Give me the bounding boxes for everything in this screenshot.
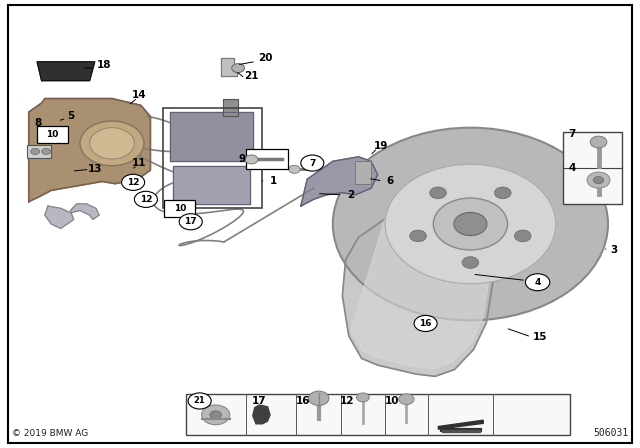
Circle shape — [80, 121, 144, 166]
Text: 21: 21 — [244, 71, 259, 81]
Polygon shape — [221, 58, 243, 76]
Circle shape — [462, 257, 479, 268]
Polygon shape — [29, 99, 150, 202]
Circle shape — [90, 128, 134, 159]
Polygon shape — [355, 161, 371, 184]
Text: 4: 4 — [534, 278, 541, 287]
Text: 17: 17 — [184, 217, 197, 226]
Text: 4: 4 — [568, 163, 576, 173]
Circle shape — [399, 394, 414, 405]
Text: 21: 21 — [194, 396, 205, 405]
Text: 16: 16 — [419, 319, 432, 328]
Polygon shape — [173, 166, 250, 204]
Circle shape — [42, 148, 51, 155]
Circle shape — [232, 64, 244, 73]
Text: 11: 11 — [132, 158, 147, 168]
Polygon shape — [253, 405, 270, 424]
Circle shape — [385, 164, 556, 284]
Text: 9: 9 — [238, 154, 246, 164]
Bar — [163, 108, 262, 208]
Circle shape — [210, 411, 221, 419]
Circle shape — [31, 148, 40, 155]
Circle shape — [202, 405, 230, 425]
Text: 18: 18 — [97, 60, 111, 70]
Text: 19: 19 — [374, 141, 388, 151]
Circle shape — [587, 172, 610, 188]
Text: 506031: 506031 — [593, 428, 628, 438]
Text: 14: 14 — [132, 90, 147, 100]
Circle shape — [134, 191, 157, 207]
Polygon shape — [342, 206, 493, 376]
Circle shape — [308, 391, 329, 405]
Text: 13: 13 — [88, 164, 102, 174]
Bar — [246, 149, 288, 169]
Text: 12: 12 — [340, 396, 355, 406]
Text: 16: 16 — [296, 396, 310, 406]
Text: 1: 1 — [270, 176, 278, 186]
Circle shape — [590, 136, 607, 148]
FancyBboxPatch shape — [37, 126, 68, 143]
Circle shape — [593, 177, 604, 184]
Circle shape — [188, 393, 211, 409]
Text: 5: 5 — [67, 112, 74, 121]
Text: 12: 12 — [127, 178, 140, 187]
Circle shape — [414, 315, 437, 332]
Circle shape — [122, 174, 145, 190]
Circle shape — [333, 128, 608, 320]
Circle shape — [179, 214, 202, 230]
Circle shape — [495, 187, 511, 198]
Text: 17: 17 — [252, 396, 266, 406]
Bar — [27, 145, 51, 158]
Polygon shape — [351, 207, 489, 369]
Circle shape — [410, 230, 426, 242]
Text: 8: 8 — [35, 118, 42, 128]
Text: 10: 10 — [385, 396, 399, 406]
Circle shape — [515, 230, 531, 242]
Text: 3: 3 — [611, 245, 618, 255]
Text: 6: 6 — [387, 176, 394, 186]
Polygon shape — [438, 420, 483, 429]
Circle shape — [301, 155, 324, 171]
Text: 10: 10 — [46, 130, 59, 139]
FancyBboxPatch shape — [164, 200, 195, 217]
Polygon shape — [37, 62, 95, 81]
Text: 10: 10 — [173, 204, 186, 213]
Circle shape — [356, 393, 369, 402]
Polygon shape — [45, 204, 99, 228]
Text: 15: 15 — [533, 332, 547, 342]
Text: 7: 7 — [309, 159, 316, 168]
Circle shape — [454, 212, 487, 236]
Bar — [563, 132, 622, 204]
Circle shape — [433, 198, 508, 250]
Text: 2: 2 — [347, 190, 355, 200]
Polygon shape — [442, 430, 480, 432]
Text: 7: 7 — [568, 129, 576, 139]
Polygon shape — [170, 112, 253, 161]
Text: © 2019 BMW AG: © 2019 BMW AG — [12, 429, 88, 438]
Bar — [186, 394, 570, 435]
Circle shape — [429, 187, 446, 198]
Circle shape — [289, 165, 300, 173]
Circle shape — [525, 274, 550, 291]
Polygon shape — [301, 157, 378, 206]
Bar — [223, 99, 238, 116]
Text: 12: 12 — [140, 195, 152, 204]
Text: 20: 20 — [258, 53, 272, 63]
Circle shape — [245, 155, 258, 164]
